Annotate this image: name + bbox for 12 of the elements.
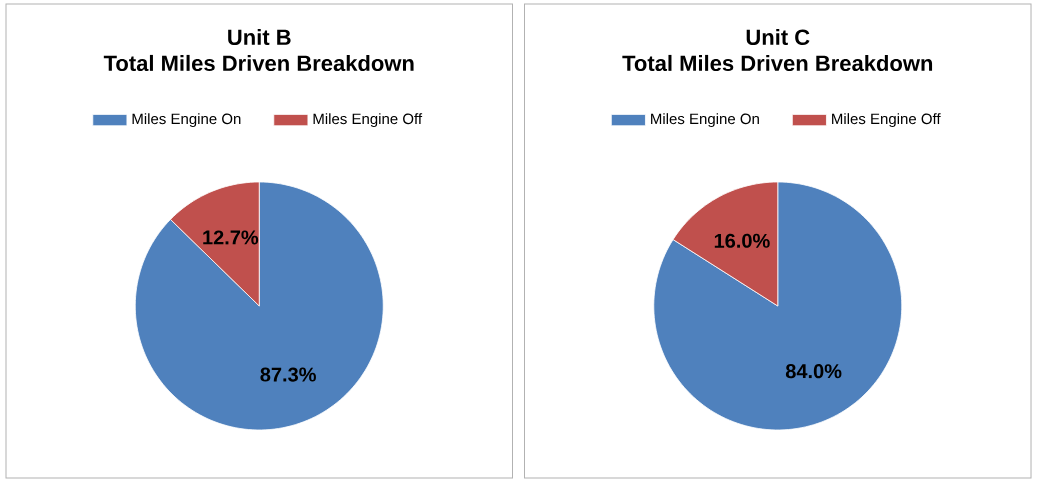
data-label: 12.7% (203, 230, 259, 245)
chart-subtitle: Total Miles Driven Breakdown (622, 54, 933, 72)
legend-label: Miles Engine On (651, 113, 759, 128)
legend-label: Miles Engine Off (313, 113, 423, 128)
legend-label: Miles Engine Off (832, 113, 941, 128)
chart-title: Unit C (746, 28, 810, 46)
chart-subtitle: Total Miles Driven Breakdown (103, 54, 414, 72)
data-label: 16.0% (714, 233, 770, 248)
data-label: 87.3% (260, 367, 316, 382)
legend-label: Miles Engine On (132, 113, 241, 128)
chart-title: Unit B (228, 28, 291, 46)
data-label: 84.0% (785, 364, 842, 379)
